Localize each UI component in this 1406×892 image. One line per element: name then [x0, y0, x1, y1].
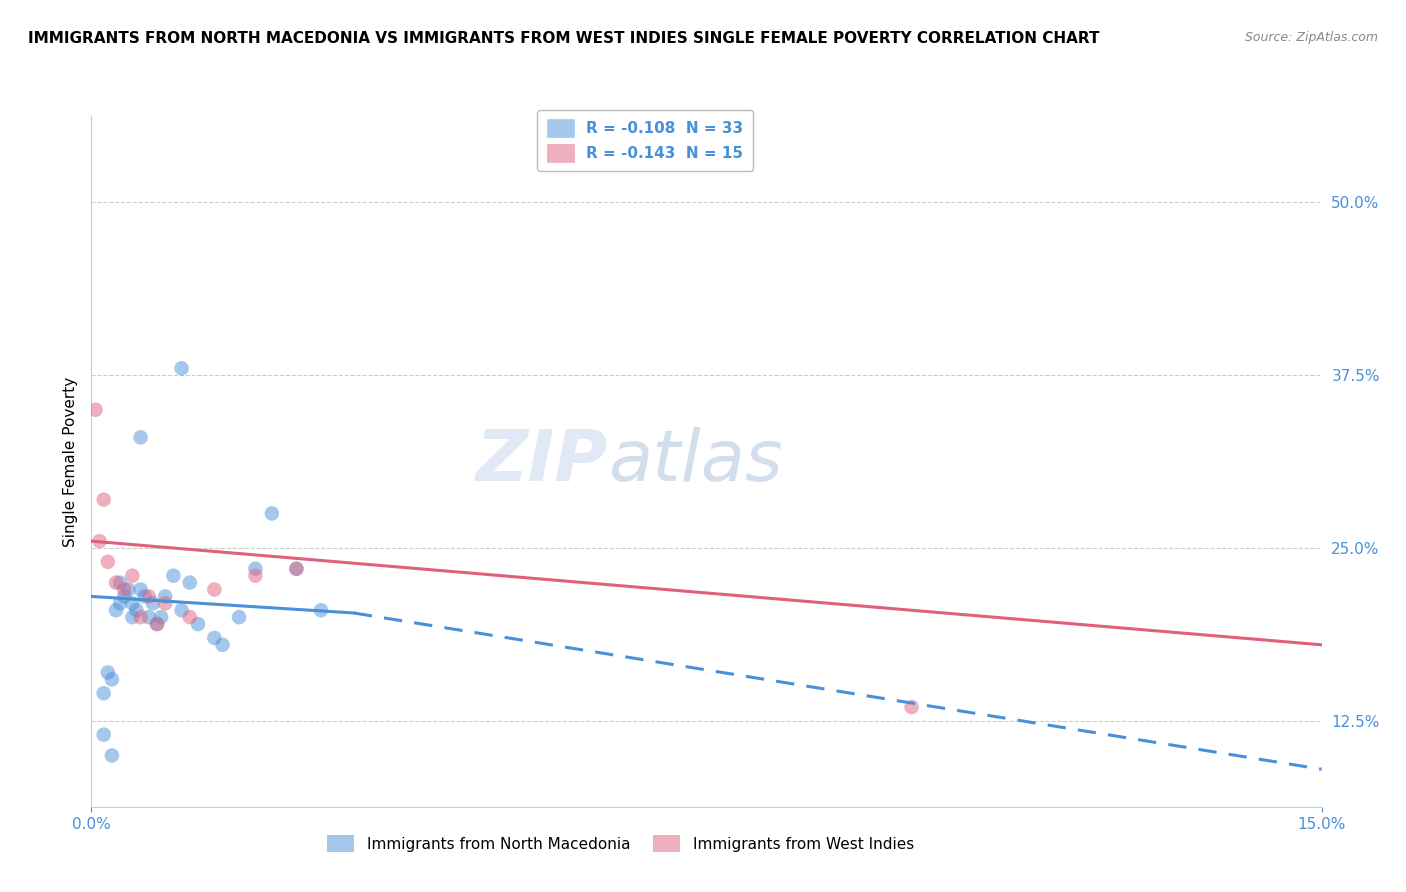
- Point: [105, 575, 127, 590]
- Point: [162, 568, 184, 582]
- Point: [260, 507, 283, 521]
- Point: [125, 603, 148, 617]
- Point: [202, 582, 225, 597]
- Point: [112, 582, 135, 597]
- Point: [93, 686, 115, 700]
- Point: [93, 492, 115, 507]
- Point: [146, 617, 169, 632]
- Point: [97, 665, 120, 680]
- Point: [245, 568, 267, 582]
- Point: [309, 603, 332, 617]
- Point: [187, 617, 209, 632]
- Point: [142, 596, 165, 610]
- Text: ZIP: ZIP: [475, 427, 607, 496]
- Point: [134, 590, 156, 604]
- Point: [129, 610, 152, 624]
- Point: [117, 582, 139, 597]
- Legend: Immigrants from North Macedonia, Immigrants from West Indies: Immigrants from North Macedonia, Immigra…: [321, 829, 920, 858]
- Point: [129, 430, 152, 444]
- Point: [900, 700, 922, 714]
- Point: [170, 603, 193, 617]
- Point: [146, 617, 169, 632]
- Point: [112, 590, 135, 604]
- Point: [121, 610, 143, 624]
- Text: Source: ZipAtlas.com: Source: ZipAtlas.com: [1244, 31, 1378, 45]
- Point: [108, 596, 131, 610]
- Point: [150, 610, 173, 624]
- Point: [179, 610, 201, 624]
- Point: [101, 673, 124, 687]
- Point: [101, 748, 124, 763]
- Point: [179, 575, 201, 590]
- Point: [121, 596, 143, 610]
- Point: [84, 402, 107, 417]
- Point: [105, 603, 127, 617]
- Point: [93, 728, 115, 742]
- Point: [285, 562, 308, 576]
- Point: [121, 568, 143, 582]
- Point: [153, 596, 177, 610]
- Point: [138, 610, 160, 624]
- Text: atlas: atlas: [607, 427, 783, 496]
- Point: [89, 534, 111, 549]
- Point: [153, 590, 177, 604]
- Point: [285, 562, 308, 576]
- Text: IMMIGRANTS FROM NORTH MACEDONIA VS IMMIGRANTS FROM WEST INDIES SINGLE FEMALE POV: IMMIGRANTS FROM NORTH MACEDONIA VS IMMIG…: [28, 31, 1099, 46]
- Point: [211, 638, 233, 652]
- Y-axis label: Single Female Poverty: Single Female Poverty: [62, 376, 77, 547]
- Point: [108, 575, 131, 590]
- Point: [228, 610, 250, 624]
- Point: [129, 582, 152, 597]
- Point: [170, 361, 193, 376]
- Point: [97, 555, 120, 569]
- Point: [138, 590, 160, 604]
- Point: [202, 631, 225, 645]
- Point: [245, 562, 267, 576]
